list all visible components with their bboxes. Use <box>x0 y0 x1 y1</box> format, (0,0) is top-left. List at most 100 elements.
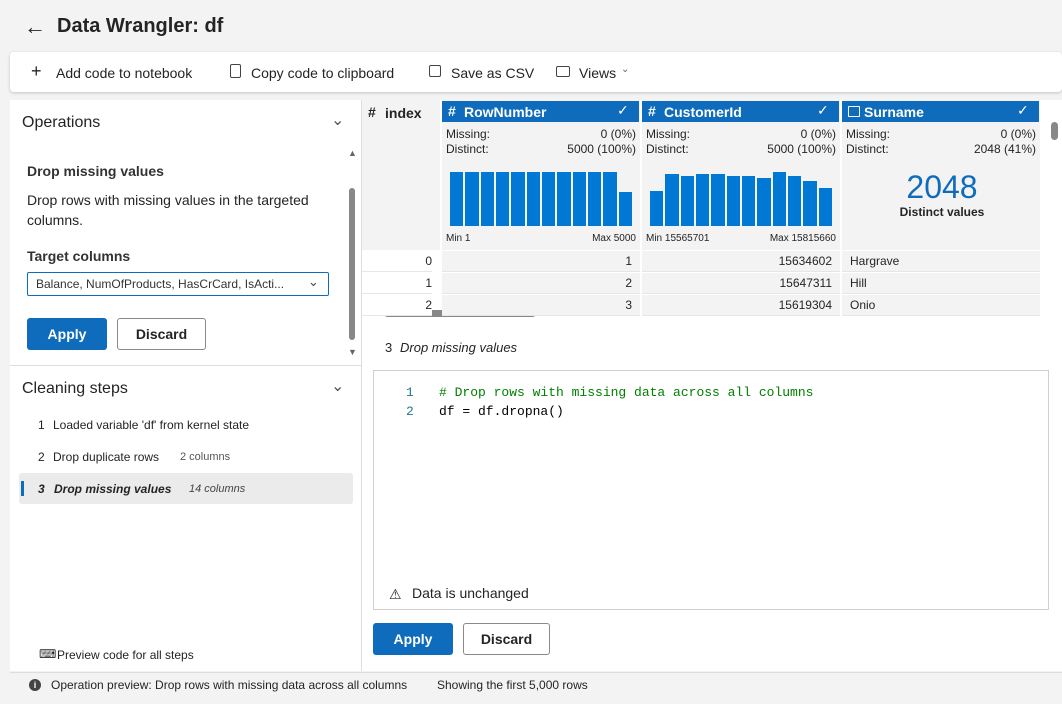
save-icon <box>429 65 441 77</box>
target-dropdown[interactable] <box>27 272 329 296</box>
row-index: 1 <box>362 273 432 294</box>
vscroll-thumb[interactable] <box>1051 122 1058 140</box>
toolbar-button[interactable]: Save as CSV <box>451 65 535 81</box>
step-detail: 2 columns <box>180 451 231 463</box>
histogram-bar <box>696 174 710 226</box>
column-name: index <box>385 105 422 121</box>
divider <box>10 365 361 366</box>
section-heading[interactable]: Operations <box>22 114 101 131</box>
step-number: 2 <box>38 450 45 464</box>
apply-button[interactable]: Apply <box>373 623 453 655</box>
dropdown-value: Balance, NumOfProducts, HasCrCard, IsAct… <box>36 277 285 291</box>
toolbar-button[interactable]: Add code to notebook <box>56 65 193 81</box>
scroll-arrow[interactable]: ▲ <box>348 148 357 158</box>
section-heading[interactable]: Cleaning steps <box>22 380 128 397</box>
step-label[interactable]: Drop duplicate rows <box>53 450 160 464</box>
check-icon: ✓ <box>817 102 829 118</box>
code-line: # Drop rows with missing data across all… <box>439 385 814 400</box>
histogram-max: Max 15815660 <box>769 233 836 244</box>
histogram-max: Max 5000 <box>592 233 636 244</box>
toolbar-button[interactable]: Copy code to clipboard <box>251 65 395 81</box>
rows-info: Showing the first 5,000 rows <box>437 678 588 692</box>
histogram-bar <box>757 178 771 226</box>
histogram-bar <box>557 172 571 226</box>
notice: Data is unchanged <box>412 585 529 601</box>
summary-label: Missing: <box>446 127 491 141</box>
cell: 15647311 <box>642 273 840 294</box>
histogram-bar <box>526 172 540 226</box>
histogram-bar <box>572 172 586 226</box>
chevron: ⌄ <box>308 274 319 289</box>
type-icon <box>848 106 860 117</box>
discard-button[interactable]: Discard <box>117 318 206 350</box>
check-icon: ✓ <box>617 102 629 118</box>
step-detail: 14 columns <box>189 483 246 495</box>
histogram-bar <box>772 172 786 226</box>
histogram-bar <box>542 172 556 226</box>
step-label[interactable]: Loaded variable 'df' from kernel state <box>53 418 250 432</box>
column-header[interactable] <box>842 101 1039 122</box>
discard-button[interactable]: Discard <box>463 623 550 655</box>
left-panel <box>10 100 362 671</box>
toolbar-button[interactable]: Views <box>579 65 617 81</box>
histogram-bar <box>480 172 494 226</box>
summary-label: Distinct: <box>446 142 489 156</box>
summary-label: Missing: <box>846 127 891 141</box>
toolbar <box>10 52 1062 92</box>
cell: 15619304 <box>642 295 840 316</box>
code-editor[interactable] <box>373 370 1049 610</box>
summary-label: Missing: <box>646 127 691 141</box>
column-summary <box>842 100 1040 250</box>
apply-button[interactable]: Apply <box>27 318 107 350</box>
histogram-bar <box>818 188 832 226</box>
histogram-bar <box>680 176 694 226</box>
line-number: 1 <box>406 385 414 400</box>
cell: 2 <box>442 273 640 294</box>
warning-icon: ⚠ <box>389 586 402 602</box>
column-name: RowNumber <box>464 104 547 120</box>
histogram-bar <box>603 172 617 226</box>
histogram-bar <box>726 176 740 226</box>
step-label: Drop missing values <box>400 340 518 355</box>
summary-value: 0 (0%) <box>600 127 636 141</box>
column-name: CustomerId <box>664 104 742 120</box>
chevron: ⌄ <box>621 64 630 75</box>
column-header[interactable] <box>442 101 639 122</box>
operation-description: Drop rows with missing values in the tar… <box>27 192 309 228</box>
title: Data Wrangler: df <box>57 15 224 37</box>
info-icon: i <box>29 679 41 691</box>
row-index: 0 <box>362 251 432 272</box>
scrollbar[interactable] <box>349 188 355 340</box>
row-index: 2 <box>362 295 432 316</box>
field-label: Target columns <box>27 248 131 264</box>
histogram-bar <box>450 172 464 226</box>
column-header[interactable] <box>642 101 839 122</box>
step-number: 3 <box>385 340 393 355</box>
preview-link[interactable]: Preview code for all steps <box>57 648 194 662</box>
step-label: Drop missing values <box>54 482 172 496</box>
summary-value: 0 (0%) <box>800 127 836 141</box>
scroll-arrow[interactable]: ▼ <box>348 347 357 357</box>
back-button[interactable]: ← <box>24 14 46 39</box>
summary-label: Distinct: <box>646 142 689 156</box>
type-icon: # <box>448 103 456 119</box>
line-number: 2 <box>406 404 414 419</box>
histogram-bar <box>588 172 602 226</box>
cell: 3 <box>442 295 640 316</box>
histogram-min: Min 1 <box>446 233 471 244</box>
histogram-bar <box>665 174 679 226</box>
summary-value: 5000 (100%) <box>767 142 836 156</box>
distinct-count: 2048 <box>906 169 978 205</box>
selected-step[interactable] <box>19 473 353 504</box>
histogram-bar <box>650 191 664 226</box>
histogram-bar <box>618 192 632 226</box>
histogram-bar <box>496 172 510 226</box>
code-line: df = df.dropna() <box>439 404 564 419</box>
status-bar <box>10 672 1062 699</box>
plus-icon: + <box>31 61 42 81</box>
summary-label: Distinct: <box>846 142 889 156</box>
type-icon: # <box>648 103 656 119</box>
cell: 15634602 <box>642 251 840 272</box>
distinct-caption: Distinct values <box>899 205 985 219</box>
